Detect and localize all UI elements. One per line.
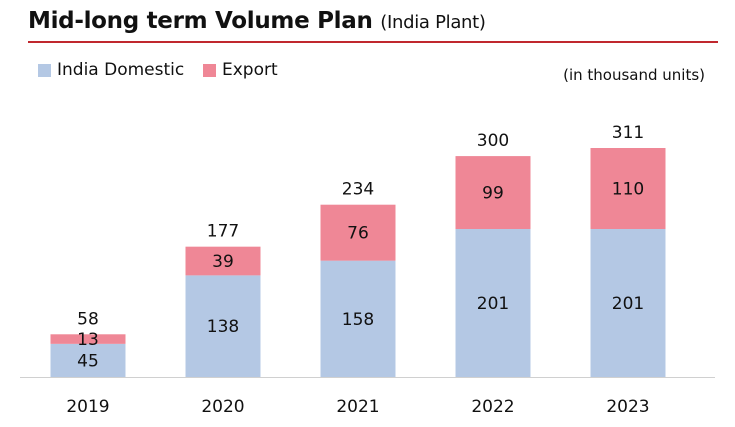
data-label-domestic-2019: 45	[77, 351, 99, 371]
x-tick-label-2019: 2019	[66, 397, 109, 417]
data-label-domestic-2021: 158	[342, 310, 374, 330]
unit-note: (in thousand units)	[563, 66, 705, 84]
legend-item-domestic: India Domestic	[38, 60, 184, 80]
data-label-total-2022: 300	[477, 131, 509, 151]
legend-label-export: Export	[222, 60, 278, 80]
data-label-export-2019: 13	[77, 330, 99, 350]
data-label-total-2021: 234	[342, 180, 374, 200]
bar-export-2023	[590, 148, 666, 229]
bar-export-2019	[50, 334, 126, 344]
bar-export-2020	[185, 246, 261, 276]
bar-domestic-2021	[320, 260, 396, 377]
legend-item-export: Export	[203, 60, 278, 80]
bar-domestic-2022	[455, 228, 531, 377]
legend-swatch-domestic	[38, 63, 51, 77]
bar-domestic-2020	[185, 275, 261, 377]
data-label-domestic-2020: 138	[207, 317, 239, 337]
data-label-total-2020: 177	[207, 222, 239, 242]
x-tick-label-2023: 2023	[606, 397, 649, 417]
data-label-export-2021: 76	[347, 224, 369, 244]
data-label-export-2020: 39	[212, 252, 234, 272]
data-label-total-2023: 311	[612, 123, 644, 143]
data-label-export-2023: 110	[612, 179, 644, 199]
data-label-domestic-2022: 201	[477, 294, 509, 314]
x-tick-label-2021: 2021	[336, 397, 379, 417]
bar-domestic-2019	[50, 343, 126, 377]
chart-subtitle: (India Plant)	[380, 12, 486, 33]
title-rule	[28, 41, 718, 43]
data-label-export-2022: 99	[482, 184, 504, 204]
x-tick-label-2022: 2022	[471, 397, 514, 417]
data-label-total-2019: 58	[77, 309, 99, 329]
chart-title: Mid-long term Volume Plan (India Plant)	[28, 8, 486, 34]
legend-swatch-export	[203, 63, 216, 77]
bar-domestic-2023	[590, 228, 666, 377]
bar-export-2021	[320, 204, 396, 261]
x-tick-label-2020: 2020	[201, 397, 244, 417]
bar-export-2022	[455, 156, 531, 229]
legend-label-domestic: India Domestic	[57, 60, 185, 80]
data-label-domestic-2023: 201	[612, 294, 644, 314]
